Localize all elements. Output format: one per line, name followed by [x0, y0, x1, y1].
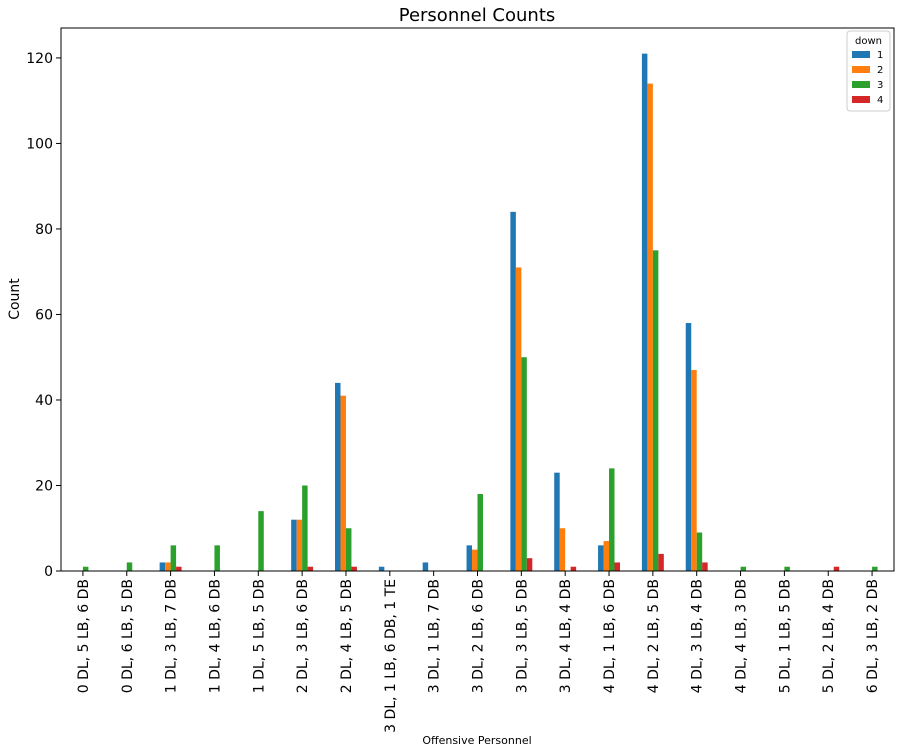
legend-swatch-down-3	[852, 81, 870, 88]
x-tick-label: 3 DL, 2 LB, 6 DB	[471, 579, 487, 693]
chart-title: Personnel Counts	[399, 5, 556, 26]
bar-down-3-cat-18	[872, 566, 878, 571]
bar-down-3-cat-13	[652, 250, 659, 571]
bar-down-3-cat-4	[258, 511, 264, 571]
x-tick-label: 1 DL, 5 LB, 5 DB	[251, 579, 267, 693]
bar-down-1-cat-5	[291, 519, 297, 571]
legend-label-down-2: 2	[877, 65, 883, 76]
legend-swatch-down-2	[852, 66, 870, 73]
x-tick-label: 4 DL, 2 LB, 5 DB	[646, 579, 662, 693]
x-axis-title: Offensive Personnel	[422, 734, 531, 747]
x-tick-label: 4 DL, 1 LB, 6 DB	[602, 579, 618, 693]
x-tick-label: 2 DL, 3 LB, 6 DB	[295, 579, 311, 693]
bar-down-3-cat-10	[521, 357, 527, 571]
bar-down-2-cat-5	[296, 519, 303, 571]
bar-down-3-cat-3	[214, 545, 220, 571]
x-tick-label: 5 DL, 2 LB, 4 DB	[821, 579, 837, 693]
x-tick-label: 2 DL, 4 LB, 5 DB	[339, 579, 355, 693]
y-tick-label: 100	[26, 136, 53, 152]
bar-down-4-cat-6	[351, 566, 357, 571]
bar-down-1-cat-12	[598, 545, 604, 571]
y-tick-label: 40	[35, 393, 53, 409]
bar-down-3-cat-12	[609, 468, 615, 571]
bar-down-2-cat-14	[691, 370, 697, 571]
bar-down-3-cat-6	[345, 528, 352, 571]
legend-swatch-down-4	[852, 96, 870, 103]
y-tick-label: 60	[35, 307, 53, 323]
x-tick-label: 4 DL, 3 LB, 4 DB	[690, 579, 706, 693]
bar-down-4-cat-5	[307, 566, 314, 571]
y-tick-label: 20	[35, 478, 53, 494]
bar-down-2-cat-13	[647, 83, 653, 571]
bar-down-1-cat-13	[641, 53, 648, 571]
bar-down-3-cat-16	[784, 566, 790, 571]
axes-layer: 0 20 40 60 80 100 120 0 DL, 5 LB, 6 DB 0 DL, 6 L…	[26, 27, 895, 733]
bar-down-2-cat-12	[603, 541, 610, 571]
bar-down-2-cat-6	[340, 395, 346, 571]
legend-label-down-1: 1	[877, 50, 883, 61]
bar-down-3-cat-9	[477, 494, 483, 571]
bars-layer	[82, 53, 878, 571]
bar-down-4-cat-10	[526, 558, 533, 571]
bar-down-4-cat-17	[833, 566, 840, 571]
bar-down-2-cat-9	[472, 549, 478, 571]
bar-down-3-cat-0	[82, 566, 89, 571]
bar-down-3-cat-5	[302, 485, 308, 571]
bar-down-2-cat-11	[559, 528, 566, 571]
x-tick-label: 3 DL, 3 LB, 5 DB	[514, 579, 530, 693]
x-tick-label: 3 DL, 4 LB, 4 DB	[558, 579, 574, 693]
x-tick-label: 5 DL, 1 LB, 5 DB	[777, 579, 793, 693]
plot-frame	[60, 27, 895, 572]
legend-label-down-4: 4	[877, 95, 883, 106]
bar-down-1-cat-11	[554, 472, 560, 571]
bar-down-2-cat-2	[165, 562, 171, 571]
bar-down-2-cat-10	[515, 267, 522, 571]
bar-down-3-cat-15	[740, 566, 747, 571]
bar-down-1-cat-10	[510, 211, 516, 571]
bar-down-1-cat-14	[685, 323, 692, 571]
bar-down-3-cat-2	[170, 545, 177, 571]
bar-down-4-cat-12	[614, 562, 620, 571]
bar-down-1-cat-6	[335, 382, 341, 571]
y-tick-label: 0	[44, 564, 53, 580]
x-tick-label: 3 DL, 1 LB, 6 DB, 1 TE	[383, 579, 399, 733]
y-tick-label: 80	[35, 222, 53, 238]
x-tick-label: 1 DL, 4 LB, 6 DB	[207, 579, 223, 693]
x-tick-label: 0 DL, 5 LB, 6 DB	[76, 579, 92, 693]
y-tick-label: 120	[26, 51, 53, 67]
bar-down-1-cat-8	[422, 562, 429, 571]
legend: down 1 2 3 4	[846, 30, 891, 112]
bar-down-1-cat-9	[466, 545, 473, 571]
x-tick-label: 4 DL, 4 LB, 3 DB	[734, 579, 750, 693]
legend-swatch-down-1	[852, 51, 870, 58]
bar-down-4-cat-11	[570, 566, 577, 571]
legend-title: down	[855, 36, 882, 47]
x-tick-label: 3 DL, 1 LB, 7 DB	[427, 579, 443, 693]
bar-down-1-cat-7	[378, 566, 385, 571]
bar-down-4-cat-14	[702, 562, 708, 571]
bar-down-3-cat-1	[126, 562, 133, 571]
x-tick-label: 6 DL, 3 LB, 2 DB	[865, 579, 881, 693]
legend-label-down-3: 3	[877, 80, 883, 91]
y-axis-title: Count	[7, 278, 23, 320]
bar-down-4-cat-2	[176, 566, 182, 571]
bar-down-4-cat-13	[658, 553, 664, 571]
x-tick-label: 0 DL, 6 LB, 5 DB	[120, 579, 136, 693]
bar-down-3-cat-14	[696, 532, 703, 571]
bar-down-1-cat-2	[159, 562, 166, 571]
x-tick-label: 1 DL, 3 LB, 7 DB	[164, 579, 180, 693]
